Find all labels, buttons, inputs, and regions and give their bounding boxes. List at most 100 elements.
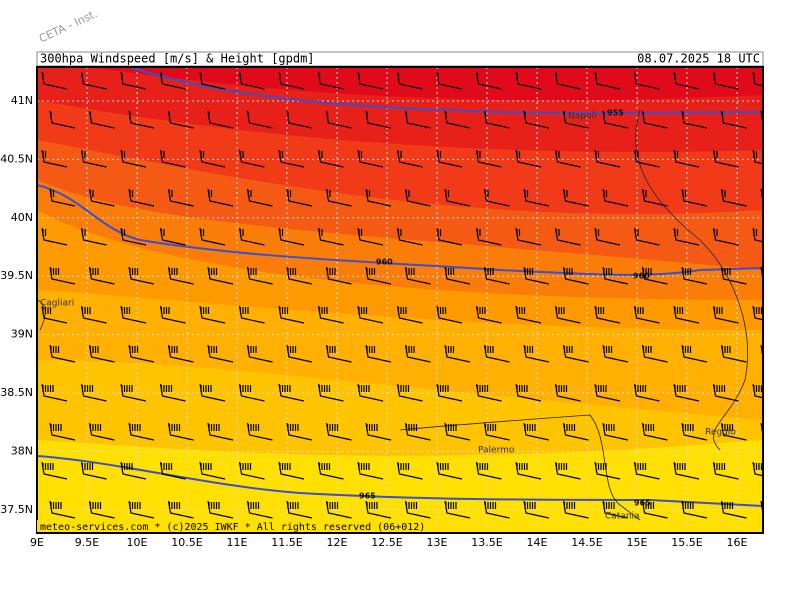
wind-barb xyxy=(317,305,344,324)
wind-barb xyxy=(49,500,76,519)
wind-barb xyxy=(278,461,305,480)
wind-barb xyxy=(325,344,352,363)
wind-barb xyxy=(523,188,550,207)
wind-barb xyxy=(475,71,502,90)
wind-barb xyxy=(246,422,273,441)
wind-barb xyxy=(325,422,352,441)
wind-barb xyxy=(80,383,107,402)
place: Catania xyxy=(605,512,640,522)
wind-barb xyxy=(554,383,581,402)
wind-barb xyxy=(317,383,344,402)
wind-barb xyxy=(673,383,700,402)
wind-barb xyxy=(128,188,155,207)
contour-label: 960 xyxy=(376,258,393,267)
wind-barb xyxy=(404,110,431,129)
frame xyxy=(36,66,764,534)
lat-label: 39.5N xyxy=(0,269,33,282)
wind-barb xyxy=(88,266,115,285)
wind-barb xyxy=(594,461,621,480)
wind-barb xyxy=(404,344,431,363)
wind-barb xyxy=(286,188,313,207)
wind-barb xyxy=(633,71,660,90)
wind-barb xyxy=(365,266,392,285)
wind-barb xyxy=(207,266,234,285)
wind-barb xyxy=(167,344,194,363)
wind-barb xyxy=(238,461,265,480)
lon-label: 9.5E xyxy=(75,536,99,549)
wind-barb xyxy=(286,344,313,363)
wind-barb xyxy=(199,461,226,480)
wind-barb xyxy=(128,266,155,285)
wind-barb xyxy=(88,344,115,363)
wind-barb xyxy=(207,188,234,207)
wind-barb xyxy=(602,422,629,441)
wind-barb xyxy=(436,305,463,324)
wind-barb xyxy=(562,266,589,285)
wind-barb xyxy=(357,305,384,324)
wind-barb xyxy=(365,500,392,519)
contour-label: 955 xyxy=(607,109,624,118)
wind-barb xyxy=(159,383,186,402)
wind-barb xyxy=(128,422,155,441)
wind-barb xyxy=(41,71,68,90)
wind-barb xyxy=(88,422,115,441)
wind-barb xyxy=(712,305,739,324)
wind-barb xyxy=(167,500,194,519)
wind-barb xyxy=(681,500,708,519)
lon-label: 14E xyxy=(527,536,548,549)
wind-barb xyxy=(396,461,423,480)
wind-barb xyxy=(120,305,147,324)
wind-barb xyxy=(760,188,763,202)
wind-barb xyxy=(752,383,763,399)
wind-barb xyxy=(278,227,305,246)
wind-barb xyxy=(475,305,502,324)
wind-barb xyxy=(120,227,147,246)
wind-barb xyxy=(246,266,273,285)
wind-barb xyxy=(120,461,147,480)
wind-barb xyxy=(515,71,542,90)
wind-barb xyxy=(436,149,463,168)
wind-barb xyxy=(720,422,747,441)
wind-barb xyxy=(365,188,392,207)
lon-label: 13.5E xyxy=(471,536,502,549)
wind-barb xyxy=(246,500,273,519)
wind-barb xyxy=(641,500,668,519)
field xyxy=(37,67,763,533)
wind-barb xyxy=(444,266,471,285)
wind-barb xyxy=(88,110,115,129)
wind-barb xyxy=(238,383,265,402)
wind-barb xyxy=(554,461,581,480)
wind-barb xyxy=(88,188,115,207)
wind-barb xyxy=(641,266,668,285)
wind-barb xyxy=(562,188,589,207)
wind-barb xyxy=(515,305,542,324)
wind-barb xyxy=(760,266,763,280)
wind-barb xyxy=(483,422,510,441)
wind-barb xyxy=(246,110,273,129)
wind-barb xyxy=(199,149,226,168)
wind-barb xyxy=(238,227,265,246)
wind-barb xyxy=(515,227,542,246)
wind-barb xyxy=(633,383,660,402)
wind-barb xyxy=(602,266,629,285)
wind-barb xyxy=(602,188,629,207)
wind-barb xyxy=(444,422,471,441)
wind-barb xyxy=(80,227,107,246)
wind-barb xyxy=(760,500,763,514)
wind-barb xyxy=(562,500,589,519)
wind-barb xyxy=(199,71,226,90)
wind-barb xyxy=(167,110,194,129)
wind-barb xyxy=(633,461,660,480)
wind-barb xyxy=(483,266,510,285)
wind-barb xyxy=(159,305,186,324)
footer: meteo-services.com * (c)2025 IWKF * All … xyxy=(40,522,425,533)
lat-label: 41N xyxy=(11,94,33,107)
wind-barb xyxy=(365,110,392,129)
wind-barb xyxy=(49,344,76,363)
wind-barb xyxy=(278,149,305,168)
wind-barb xyxy=(278,383,305,402)
wind-barb xyxy=(562,110,589,129)
wind-barb xyxy=(602,500,629,519)
wind-barb xyxy=(88,500,115,519)
